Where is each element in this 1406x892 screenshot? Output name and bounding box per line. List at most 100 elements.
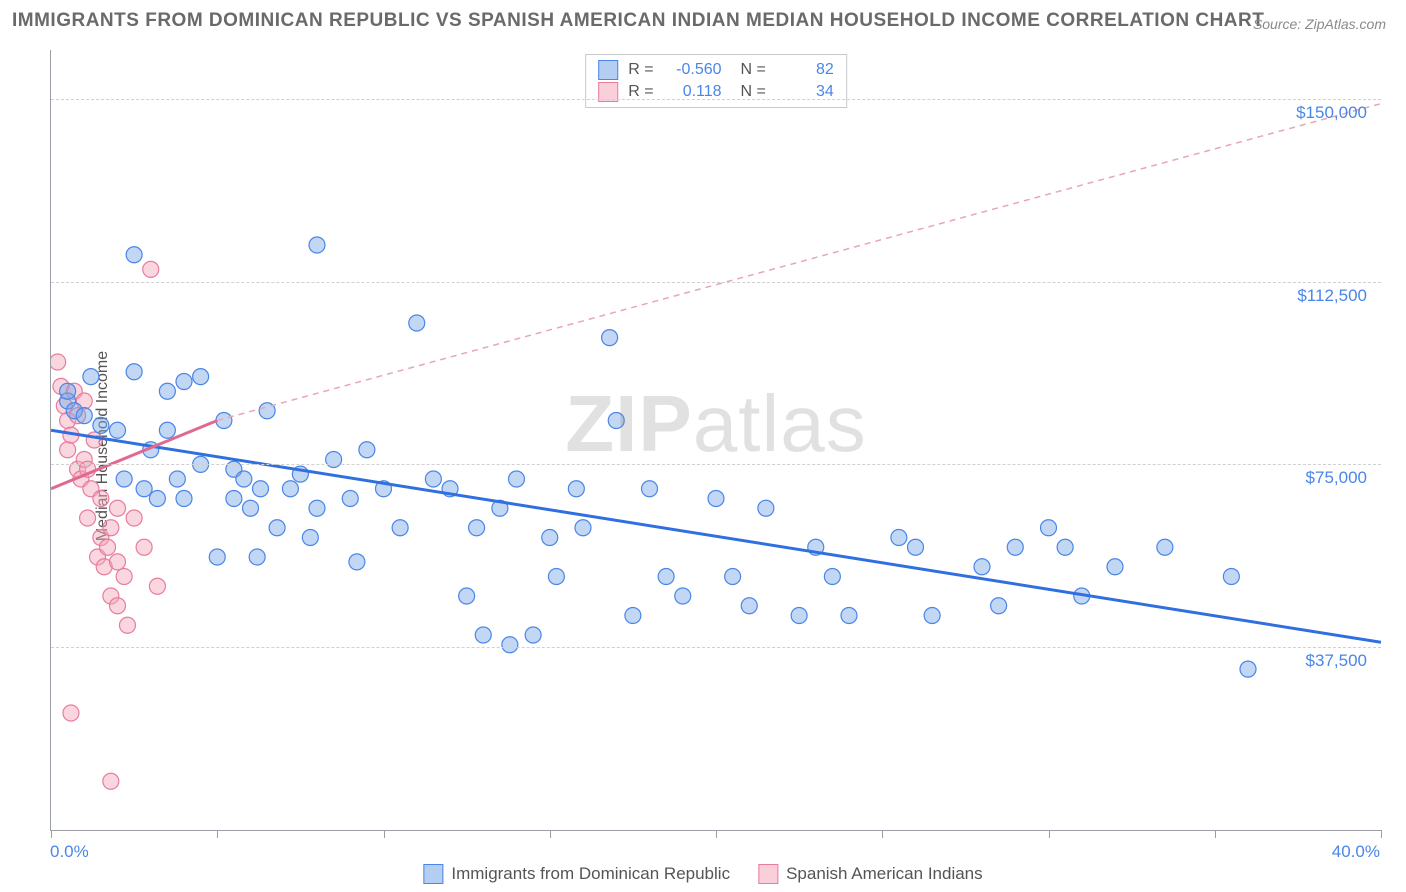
scatter-point <box>63 705 79 721</box>
scatter-point <box>924 608 940 624</box>
x-tick <box>217 830 218 838</box>
scatter-point <box>509 471 525 487</box>
scatter-point <box>86 432 102 448</box>
scatter-point <box>891 530 907 546</box>
chart-legend: Immigrants from Dominican Republic Spani… <box>423 864 982 884</box>
legend-label: Spanish American Indians <box>786 864 983 884</box>
scatter-point <box>475 627 491 643</box>
scatter-point <box>608 413 624 429</box>
gridline <box>51 464 1381 465</box>
scatter-point <box>136 539 152 555</box>
gridline <box>51 99 1381 100</box>
scatter-point <box>126 364 142 380</box>
scatter-point <box>469 520 485 536</box>
scatter-point <box>209 549 225 565</box>
scatter-point <box>159 422 175 438</box>
x-tick <box>1049 830 1050 838</box>
scatter-point <box>1057 539 1073 555</box>
scatter-point <box>76 408 92 424</box>
scatter-point <box>83 369 99 385</box>
scatter-point <box>60 383 76 399</box>
scatter-point <box>60 442 76 458</box>
scatter-plot-svg <box>51 50 1381 830</box>
scatter-point <box>675 588 691 604</box>
scatter-point <box>991 598 1007 614</box>
trend-line <box>51 430 1381 642</box>
scatter-point <box>243 500 259 516</box>
scatter-point <box>176 374 192 390</box>
stat-r-value: -0.560 <box>664 61 722 79</box>
scatter-point <box>159 383 175 399</box>
y-tick-label: $112,500 <box>1297 286 1367 306</box>
stat-n-label: N = <box>732 61 766 79</box>
scatter-point <box>725 569 741 585</box>
scatter-point <box>169 471 185 487</box>
chart-plot-area: ZIPatlas R = -0.560 N = 82 R = 0.118 N =… <box>50 50 1381 831</box>
scatter-point <box>193 369 209 385</box>
x-tick <box>882 830 883 838</box>
scatter-point <box>110 598 126 614</box>
scatter-point <box>269 520 285 536</box>
x-tick <box>550 830 551 838</box>
scatter-point <box>110 422 126 438</box>
legend-item: Immigrants from Dominican Republic <box>423 864 730 884</box>
scatter-point <box>119 617 135 633</box>
swatch-icon <box>598 60 618 80</box>
x-axis-min-label: 0.0% <box>50 842 89 862</box>
scatter-point <box>309 500 325 516</box>
swatch-icon <box>423 864 443 884</box>
y-tick-label: $37,500 <box>1306 651 1367 671</box>
gridline <box>51 647 1381 648</box>
scatter-point <box>708 491 724 507</box>
scatter-point <box>116 471 132 487</box>
scatter-point <box>93 417 109 433</box>
y-tick-label: $150,000 <box>1296 103 1367 123</box>
scatter-point <box>103 773 119 789</box>
x-tick <box>384 830 385 838</box>
scatter-point <box>548 569 564 585</box>
scatter-point <box>1223 569 1239 585</box>
scatter-point <box>302 530 318 546</box>
y-tick-label: $75,000 <box>1306 468 1367 488</box>
correlation-stats-box: R = -0.560 N = 82 R = 0.118 N = 34 <box>585 54 847 108</box>
scatter-point <box>1107 559 1123 575</box>
scatter-point <box>149 491 165 507</box>
scatter-point <box>502 637 518 653</box>
stats-row: R = -0.560 N = 82 <box>598 59 834 81</box>
scatter-point <box>236 471 252 487</box>
scatter-point <box>149 578 165 594</box>
scatter-point <box>252 481 268 497</box>
scatter-point <box>741 598 757 614</box>
scatter-point <box>93 491 109 507</box>
legend-label: Immigrants from Dominican Republic <box>451 864 730 884</box>
scatter-point <box>1157 539 1173 555</box>
scatter-point <box>176 491 192 507</box>
scatter-point <box>103 520 119 536</box>
scatter-point <box>80 510 96 526</box>
scatter-point <box>602 330 618 346</box>
x-tick <box>51 830 52 838</box>
legend-item: Spanish American Indians <box>758 864 983 884</box>
trend-line <box>217 104 1381 421</box>
scatter-point <box>459 588 475 604</box>
scatter-point <box>1007 539 1023 555</box>
scatter-point <box>126 510 142 526</box>
x-tick <box>1215 830 1216 838</box>
scatter-point <box>1041 520 1057 536</box>
scatter-point <box>359 442 375 458</box>
scatter-point <box>974 559 990 575</box>
scatter-point <box>226 491 242 507</box>
scatter-point <box>143 261 159 277</box>
gridline <box>51 282 1381 283</box>
scatter-point <box>249 549 265 565</box>
scatter-point <box>110 554 126 570</box>
scatter-point <box>51 354 66 370</box>
scatter-point <box>100 539 116 555</box>
chart-title: IMMIGRANTS FROM DOMINICAN REPUBLIC VS SP… <box>12 10 1264 32</box>
scatter-point <box>282 481 298 497</box>
source-attribution: Source: ZipAtlas.com <box>1253 16 1386 32</box>
scatter-point <box>642 481 658 497</box>
scatter-point <box>908 539 924 555</box>
scatter-point <box>575 520 591 536</box>
scatter-point <box>136 481 152 497</box>
